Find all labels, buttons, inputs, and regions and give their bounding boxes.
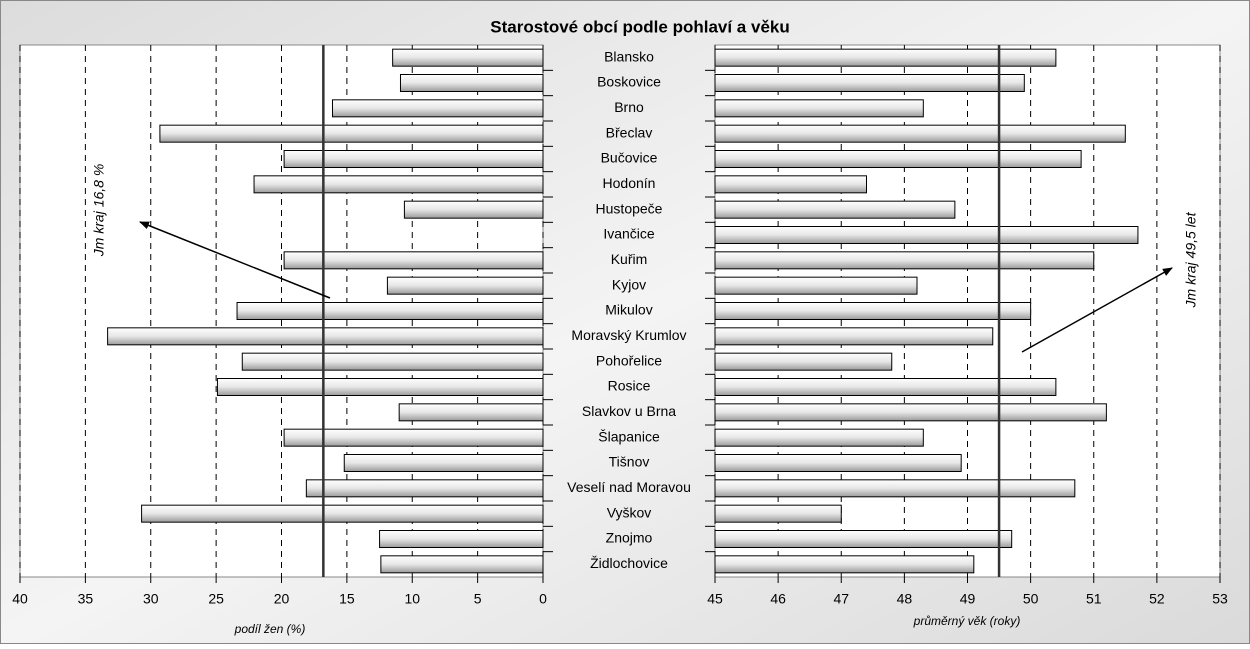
category-label: Moravský Krumlov — [571, 327, 686, 343]
category-label: Boskovice — [597, 74, 661, 90]
bar — [141, 504, 544, 523]
bar — [714, 327, 994, 346]
bar — [283, 251, 544, 270]
bar — [714, 378, 1057, 396]
category-label: Židlochovice — [590, 555, 668, 571]
x-tick-label: 46 — [770, 591, 786, 607]
x-tick-label: 53 — [1212, 591, 1228, 607]
category-label: Hodonín — [603, 175, 656, 191]
category-label: Veselí nad Moravou — [567, 479, 691, 495]
category-label: Blansko — [604, 48, 654, 64]
annotation: Jm kraj 49,5 let — [1183, 211, 1199, 308]
category-label: Tišnov — [609, 454, 650, 470]
bar — [159, 124, 544, 143]
bar — [714, 504, 842, 523]
bar — [714, 352, 893, 371]
x-tick-label: 49 — [960, 591, 976, 607]
bar — [283, 428, 544, 447]
bar — [714, 479, 1076, 498]
bar — [331, 99, 544, 118]
category-label: Pohořelice — [596, 352, 662, 368]
bar — [714, 74, 1025, 92]
category-label: Brno — [614, 99, 644, 115]
bar — [386, 276, 544, 295]
category-label: Bučovice — [601, 150, 658, 166]
bar — [379, 530, 544, 548]
category-label: Hustopeče — [596, 200, 663, 216]
bar — [380, 555, 544, 574]
x-tick-label: 10 — [404, 591, 420, 607]
annotation-arrow — [139, 221, 331, 299]
bar — [714, 428, 924, 447]
category-label: Znojmo — [606, 530, 653, 546]
category-label: Šlapanice — [598, 428, 660, 444]
bar — [714, 276, 918, 295]
bar — [714, 99, 924, 118]
bar — [236, 302, 544, 320]
x-tick-label: 30 — [143, 591, 159, 607]
category-label: Vyškov — [607, 504, 652, 520]
x-tick-label: 20 — [274, 591, 290, 607]
x-tick-label: 52 — [1149, 591, 1165, 607]
bar — [241, 352, 544, 371]
bar — [392, 48, 544, 67]
bar — [343, 454, 544, 472]
bar — [305, 479, 544, 498]
bar — [107, 327, 544, 346]
bar — [399, 74, 544, 92]
bar — [714, 48, 1057, 67]
bar — [714, 454, 962, 472]
category-label: Kyjov — [612, 276, 646, 292]
bar — [714, 403, 1107, 422]
bar — [714, 150, 1082, 168]
x-tick-label: 5 — [474, 591, 482, 607]
bar — [714, 226, 1139, 244]
category-label: Mikulov — [605, 302, 652, 318]
x-tick-label: 47 — [833, 591, 849, 607]
annotation-arrow — [1021, 267, 1173, 353]
bar — [403, 200, 544, 219]
category-label: Kuřim — [611, 251, 648, 267]
x-axis-label: průměrný věk (roky) — [913, 614, 1021, 628]
chart-title: Starostové obcí podle pohlaví a věku — [490, 17, 789, 36]
bar — [714, 302, 1032, 320]
x-tick-label: 35 — [78, 591, 94, 607]
category-label: Břeclav — [606, 124, 653, 140]
bar — [398, 403, 544, 422]
x-tick-label: 25 — [208, 591, 224, 607]
category-label: Rosice — [608, 378, 651, 394]
bar — [714, 251, 1095, 270]
bar — [283, 150, 544, 168]
x-tick-label: 40 — [12, 591, 28, 607]
bar — [714, 530, 1013, 548]
bar — [216, 378, 544, 396]
x-tick-label: 45 — [707, 591, 723, 607]
x-tick-label: 50 — [1023, 591, 1039, 607]
category-label: Ivančice — [603, 226, 655, 242]
x-tick-label: 15 — [339, 591, 355, 607]
bar — [714, 175, 867, 194]
bar — [253, 175, 544, 194]
bar — [714, 200, 956, 219]
bar — [714, 555, 975, 574]
x-axis-label: podíl žen (%) — [234, 622, 306, 636]
bar — [714, 124, 1126, 143]
annotation: Jm kraj 16,8 % — [91, 164, 107, 258]
x-tick-label: 0 — [539, 591, 547, 607]
category-label: Slavkov u Brna — [582, 403, 676, 419]
x-tick-label: 48 — [897, 591, 913, 607]
x-tick-label: 51 — [1086, 591, 1102, 607]
